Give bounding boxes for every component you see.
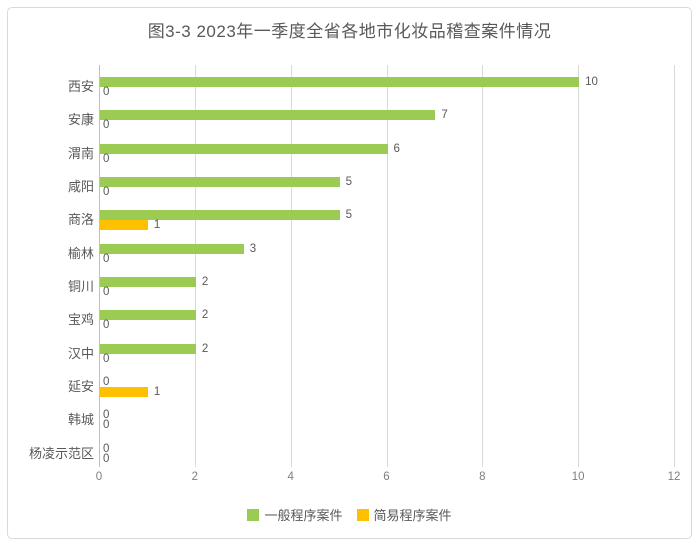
x-tick-label: 8: [479, 471, 486, 483]
legend-item-simple: 简易程序案件: [356, 505, 452, 524]
value-label: 7: [441, 109, 448, 122]
x-tick-label: 12: [667, 471, 681, 483]
bar-simple-procedure: [100, 387, 148, 397]
gridline: [482, 65, 484, 467]
bar-general-procedure: [100, 110, 436, 121]
bar-simple-procedure: [100, 220, 148, 231]
legend-swatch-simple: [356, 508, 369, 521]
value-label: 5: [345, 209, 352, 222]
value-label: 0: [103, 319, 110, 332]
value-label: 0: [103, 419, 110, 432]
bar-general-procedure: [100, 277, 196, 287]
legend-label-simple: 简易程序案件: [373, 508, 452, 523]
gridline: [386, 65, 388, 467]
category-label: 汉中: [67, 345, 94, 361]
x-tick-label: 10: [571, 471, 585, 483]
category-label: 西安: [67, 79, 94, 94]
value-label: 2: [201, 309, 209, 322]
legend-label-general: 一般程序案件: [264, 508, 343, 523]
value-label: 1: [153, 219, 161, 232]
value-label: 0: [103, 286, 110, 298]
bar-general-procedure: [100, 310, 196, 321]
bar-general-procedure: [100, 243, 244, 254]
x-tick-label: 4: [287, 471, 294, 483]
x-tick-label: 6: [383, 471, 390, 483]
legend: 一般程序案件 简易程序案件: [0, 505, 699, 524]
legend-item-general: 一般程序案件: [247, 505, 343, 524]
value-label: 0: [103, 252, 110, 265]
y-axis-line: [99, 65, 100, 467]
x-tick-label: 0: [95, 471, 103, 483]
category-label: 安康: [67, 112, 94, 128]
bar-general-procedure: [100, 343, 196, 354]
y-axis-category-labels: 西安安康渭南咸阳商洛榆林铜川宝鸡汉中延安韩城杨凌示范区: [14, 65, 94, 465]
value-label: 6: [393, 142, 400, 155]
gridline: [194, 65, 196, 467]
value-label: 2: [201, 276, 209, 288]
value-label: 0: [103, 452, 110, 465]
category-label: 韩城: [67, 412, 94, 428]
value-label: 2: [201, 342, 209, 355]
value-label: 1: [153, 386, 161, 398]
gridline: [290, 65, 292, 467]
gridline: [674, 65, 675, 467]
category-label: 咸阳: [67, 179, 94, 194]
bar-general-procedure: [100, 143, 388, 154]
value-label: 10: [585, 76, 598, 88]
category-label: 榆林: [67, 245, 94, 261]
chart-title: 图3-3 2023年一季度全省各地市化妆品稽查案件情况: [147, 22, 552, 41]
category-label: 渭南: [67, 145, 94, 161]
category-label: 铜川: [67, 279, 94, 294]
plot-area: 10 0 7 0 6 0 5 0 5 1 3 0 2 0 2 0 2 0 0 1 0 0 0 0: [99, 65, 675, 467]
legend-swatch-general: [247, 508, 260, 521]
value-label: 0: [103, 186, 110, 198]
bar-general-procedure: [100, 210, 340, 221]
value-label: 0: [103, 152, 110, 165]
value-label: 5: [345, 176, 352, 188]
bar-general-procedure: [100, 77, 580, 87]
value-label: 0: [103, 409, 110, 422]
value-label: 0: [103, 119, 110, 132]
category-label: 宝鸡: [67, 312, 94, 328]
chart-frame: [7, 7, 692, 539]
x-tick-label: 2: [191, 471, 199, 483]
x-axis-tick-labels: 0 2 4 6 8 10 12: [95, 471, 681, 487]
category-label: 商洛: [67, 212, 94, 228]
category-label: 延安: [67, 379, 94, 394]
value-label: 0: [103, 376, 110, 388]
gridline: [578, 65, 580, 467]
value-label: 0: [103, 442, 110, 455]
value-label: 0: [103, 352, 110, 365]
value-label: 0: [103, 86, 110, 98]
category-label: 杨凌示范区: [28, 445, 94, 461]
bar-general-procedure: [100, 177, 340, 187]
value-label: 3: [249, 242, 257, 255]
